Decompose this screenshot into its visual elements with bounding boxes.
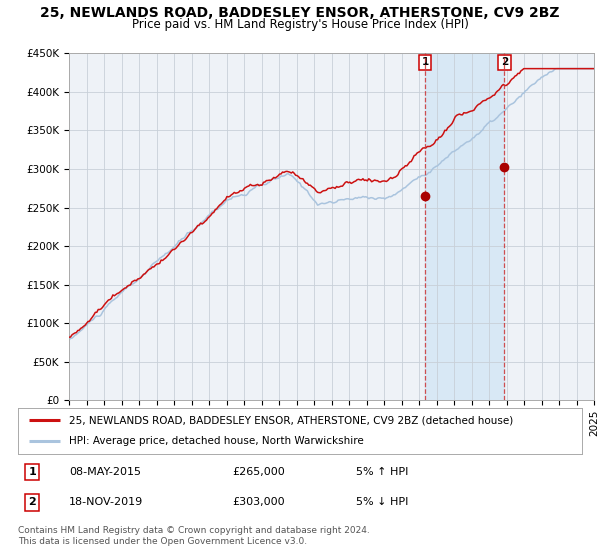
Text: 08-MAY-2015: 08-MAY-2015 xyxy=(69,467,141,477)
Text: £265,000: £265,000 xyxy=(232,467,285,477)
Text: 1: 1 xyxy=(28,467,36,477)
Text: 2: 2 xyxy=(501,57,508,67)
Text: 1: 1 xyxy=(421,57,429,67)
Text: 25, NEWLANDS ROAD, BADDESLEY ENSOR, ATHERSTONE, CV9 2BZ: 25, NEWLANDS ROAD, BADDESLEY ENSOR, ATHE… xyxy=(40,6,560,20)
Text: 25, NEWLANDS ROAD, BADDESLEY ENSOR, ATHERSTONE, CV9 2BZ (detached house): 25, NEWLANDS ROAD, BADDESLEY ENSOR, ATHE… xyxy=(69,415,513,425)
Text: 2: 2 xyxy=(28,497,36,507)
Text: 18-NOV-2019: 18-NOV-2019 xyxy=(69,497,143,507)
Text: 5% ↓ HPI: 5% ↓ HPI xyxy=(356,497,409,507)
Text: Contains HM Land Registry data © Crown copyright and database right 2024.
This d: Contains HM Land Registry data © Crown c… xyxy=(18,526,370,546)
Bar xyxy=(425,53,505,400)
Text: Price paid vs. HM Land Registry's House Price Index (HPI): Price paid vs. HM Land Registry's House … xyxy=(131,18,469,31)
Text: 5% ↑ HPI: 5% ↑ HPI xyxy=(356,467,409,477)
Text: £303,000: £303,000 xyxy=(232,497,285,507)
Text: HPI: Average price, detached house, North Warwickshire: HPI: Average price, detached house, Nort… xyxy=(69,436,364,446)
